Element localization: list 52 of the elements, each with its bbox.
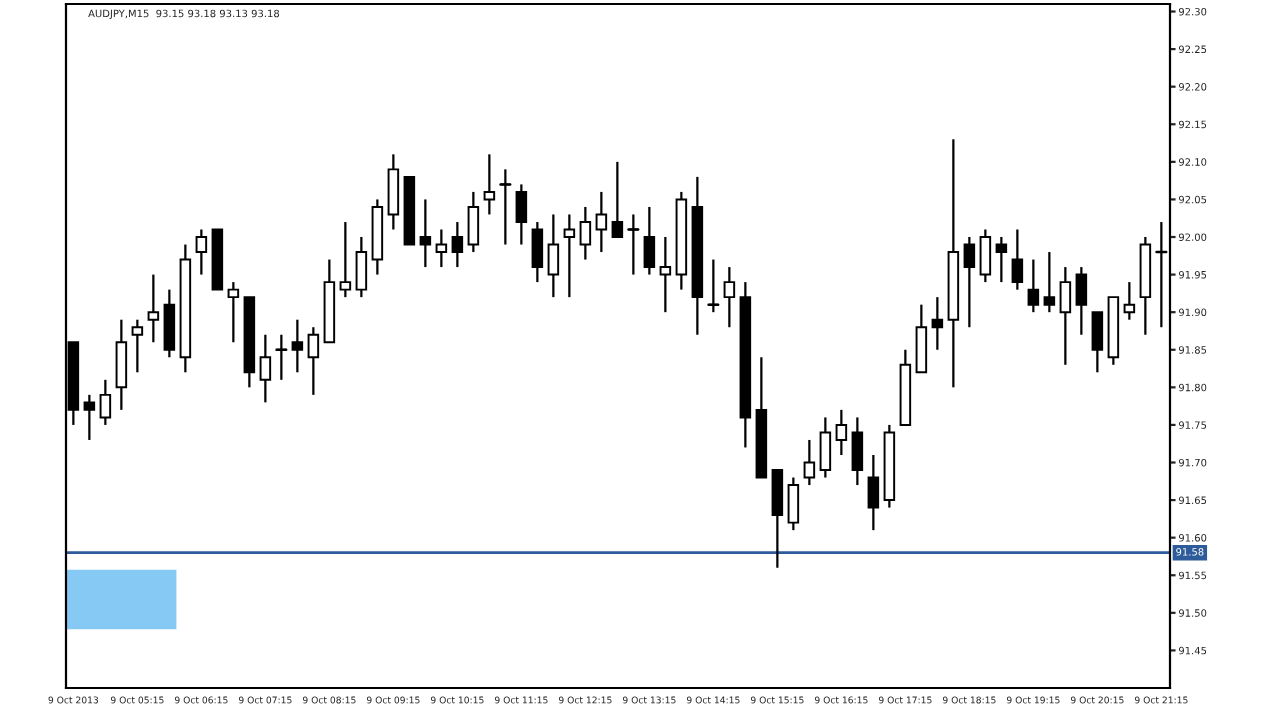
candlestick <box>915 303 928 374</box>
candlestick <box>1059 265 1072 366</box>
candlestick <box>611 160 624 239</box>
candlestick <box>1123 281 1136 321</box>
candlestick <box>803 438 816 487</box>
candlestick <box>595 190 608 254</box>
candlestick <box>291 318 304 374</box>
candlestick <box>275 333 288 381</box>
candlestick <box>819 416 832 479</box>
candlestick <box>307 326 320 396</box>
candlestick <box>867 453 880 532</box>
candlestick <box>515 183 528 246</box>
candlestick <box>707 258 720 314</box>
candlestick <box>627 213 640 276</box>
candlestick <box>467 190 480 254</box>
candlestick <box>851 416 864 487</box>
candlestick <box>1027 258 1040 314</box>
candlestick <box>563 213 576 299</box>
candlestick <box>579 205 592 261</box>
candlestick <box>83 393 96 442</box>
candlestick <box>131 318 144 374</box>
candlestick <box>1043 250 1056 314</box>
candlestick <box>995 235 1008 284</box>
candlestick <box>115 318 128 411</box>
candlestick <box>339 220 352 299</box>
candlestick <box>499 168 512 246</box>
candlestick <box>451 220 464 269</box>
candlestick <box>931 296 944 351</box>
candlestick <box>419 198 432 269</box>
candlestick <box>531 220 544 284</box>
candlestick <box>835 408 848 457</box>
candlestick <box>771 468 784 569</box>
candlestick <box>163 288 176 359</box>
candlestick <box>99 378 112 427</box>
candlestick <box>643 205 656 276</box>
candlestick <box>147 273 160 344</box>
candlestick <box>1011 228 1024 291</box>
candlestick <box>1091 311 1104 374</box>
candlestick <box>979 228 992 284</box>
candlestick <box>387 153 400 231</box>
candlestick <box>195 228 208 276</box>
candlestick <box>435 228 448 269</box>
candlestick <box>723 265 736 329</box>
candlestick <box>483 153 496 216</box>
candlestick <box>355 235 368 299</box>
candlestick <box>227 281 240 344</box>
candlestick <box>659 235 672 314</box>
candlestick <box>963 235 976 329</box>
candlestick <box>547 213 560 299</box>
candlestick <box>1075 265 1088 336</box>
candlestick <box>787 476 800 532</box>
candlestick <box>259 333 272 404</box>
